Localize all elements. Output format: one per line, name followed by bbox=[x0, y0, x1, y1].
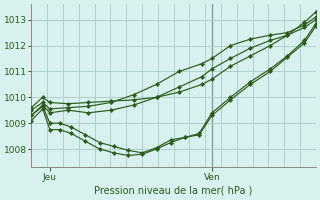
X-axis label: Pression niveau de la mer( hPa ): Pression niveau de la mer( hPa ) bbox=[94, 186, 253, 196]
